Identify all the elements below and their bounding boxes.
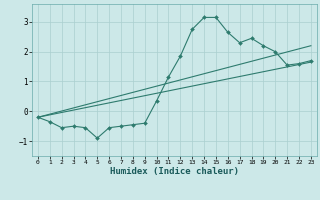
X-axis label: Humidex (Indice chaleur): Humidex (Indice chaleur) bbox=[110, 167, 239, 176]
